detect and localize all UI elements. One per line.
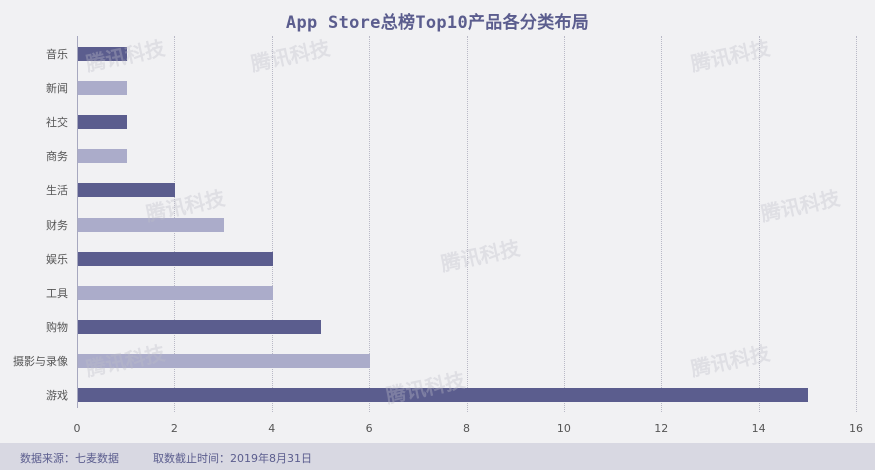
gridline xyxy=(563,36,565,412)
watermark: 腾讯科技 xyxy=(438,235,522,277)
x-tick-label: 2 xyxy=(170,422,178,435)
category-label: 社交 xyxy=(46,116,68,130)
bar xyxy=(78,319,322,334)
category-label: 新闻 xyxy=(46,82,68,96)
gridline xyxy=(271,36,273,412)
watermark: 腾讯科技 xyxy=(383,367,467,409)
chart-title: App Store总榜Top10产品各分类布局 xyxy=(285,13,590,33)
category-label: 商务 xyxy=(46,150,68,164)
bar xyxy=(78,388,809,402)
watermark: 腾讯科技 xyxy=(248,35,332,77)
gridline xyxy=(369,36,371,412)
gridline xyxy=(856,36,857,412)
bar xyxy=(78,183,176,198)
category-label: 财务 xyxy=(46,218,68,232)
bar xyxy=(78,353,371,368)
bar xyxy=(78,251,273,266)
data-source: 数据来源：七麦数据 xyxy=(20,452,119,465)
category-label: 娱乐 xyxy=(46,252,68,266)
x-tick-label: 4 xyxy=(268,422,276,435)
watermark: 腾讯科技 xyxy=(758,185,842,227)
x-tick-label: 8 xyxy=(463,422,470,435)
category-label: 生活 xyxy=(46,184,68,198)
category-label: 游戏 xyxy=(46,389,68,402)
x-tick-label: 14 xyxy=(751,422,766,435)
bar xyxy=(78,149,127,164)
x-tick-label: 16 xyxy=(849,422,863,435)
category-label: 音乐 xyxy=(46,48,68,61)
category-label: 工具 xyxy=(46,286,68,300)
footer: 数据来源：七麦数据 取数截止时间：2019年8月31日 xyxy=(0,443,875,470)
x-tick-label: 10 xyxy=(556,422,571,435)
bar xyxy=(78,115,127,130)
category-label: 摄影与录像 xyxy=(13,354,68,368)
x-tick-label: 12 xyxy=(654,422,669,435)
gridline xyxy=(466,36,468,412)
gridline xyxy=(758,36,760,412)
category-label: 购物 xyxy=(46,320,68,334)
y-axis xyxy=(77,36,78,408)
bar xyxy=(78,217,225,232)
bar xyxy=(78,285,273,300)
gridline xyxy=(661,36,663,412)
x-tick-label: 6 xyxy=(365,422,373,435)
bar xyxy=(78,47,127,61)
x-tick-label: 0 xyxy=(73,422,81,435)
data-cutoff-date: 取数截止时间：2019年8月31日 xyxy=(153,452,312,465)
bar xyxy=(78,81,127,96)
